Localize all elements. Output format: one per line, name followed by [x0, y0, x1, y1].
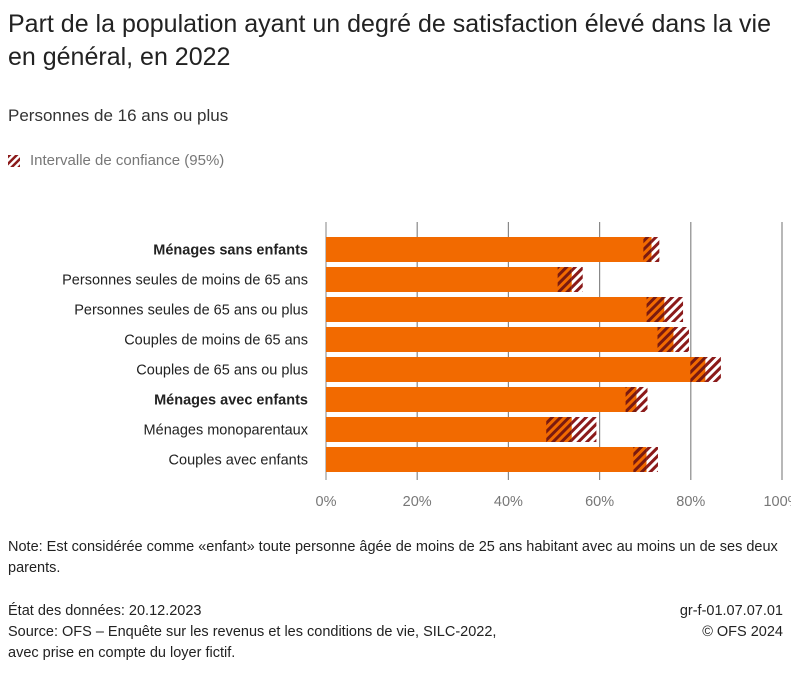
ci-upper-hatch [664, 297, 684, 322]
x-tick-label: 80% [676, 494, 705, 510]
graphic-code: gr-f-01.07.07.01 [679, 603, 783, 619]
bar [326, 357, 706, 382]
ci-upper-hatch [571, 417, 597, 442]
category-label: Couples de moins de 65 ans [124, 333, 308, 349]
category-label: Couples avec enfants [169, 453, 308, 469]
bar [326, 327, 674, 352]
ci-upper-hatch [646, 447, 658, 472]
category-label: Personnes seules de 65 ans ou plus [74, 303, 308, 319]
category-label: Personnes seules de moins de 65 ans [62, 273, 308, 289]
ci-lower-hatch [557, 267, 572, 292]
bar [326, 297, 665, 322]
ci-upper-hatch [571, 267, 583, 292]
category-label: Ménages avec enfants [154, 393, 308, 409]
category-label: Couples de 65 ans ou plus [136, 363, 308, 379]
copyright: © OFS 2024 [702, 624, 783, 640]
ci-lower-hatch [646, 297, 665, 322]
x-tick-label: 100% [763, 494, 791, 510]
bar [326, 387, 637, 412]
ci-upper-hatch [673, 327, 689, 352]
bar [326, 267, 572, 292]
hatch-legend-icon [8, 154, 20, 167]
source-line-1: Source: OFS – Enquête sur les revenus et… [8, 624, 497, 640]
ci-lower-hatch [633, 447, 647, 472]
ci-lower-hatch [546, 417, 572, 442]
source-line-2: avec prise en compte du loyer fictif. [8, 645, 236, 661]
bar [326, 417, 572, 442]
ci-upper-hatch [636, 387, 648, 412]
x-tick-label: 20% [403, 494, 432, 510]
x-tick-label: 40% [494, 494, 523, 510]
ci-lower-hatch [657, 327, 674, 352]
ci-lower-hatch [690, 357, 706, 382]
bar [326, 237, 652, 262]
chart-subtitle: Personnes de 16 ans ou plus [8, 106, 229, 125]
ci-upper-hatch [705, 357, 721, 382]
x-tick-label: 0% [316, 494, 337, 510]
legend-label: Intervalle de confiance (95%) [30, 152, 225, 169]
bar [326, 447, 647, 472]
ci-lower-hatch [643, 237, 652, 262]
note: Note: Est considérée comme «enfant» tout… [8, 539, 778, 576]
chart-title: Part de la population ayant un degré de … [8, 10, 772, 71]
category-label: Ménages sans enfants [153, 243, 308, 259]
legend: Intervalle de confiance (95%) [8, 152, 224, 169]
x-tick-label: 60% [585, 494, 614, 510]
ci-lower-hatch [625, 387, 637, 412]
category-label: Ménages monoparentaux [144, 423, 309, 439]
bar-chart: Ménages sans enfants Personnes seules de … [62, 222, 791, 510]
data-date: État des données: 20.12.2023 [8, 603, 202, 619]
ci-upper-hatch [651, 237, 660, 262]
